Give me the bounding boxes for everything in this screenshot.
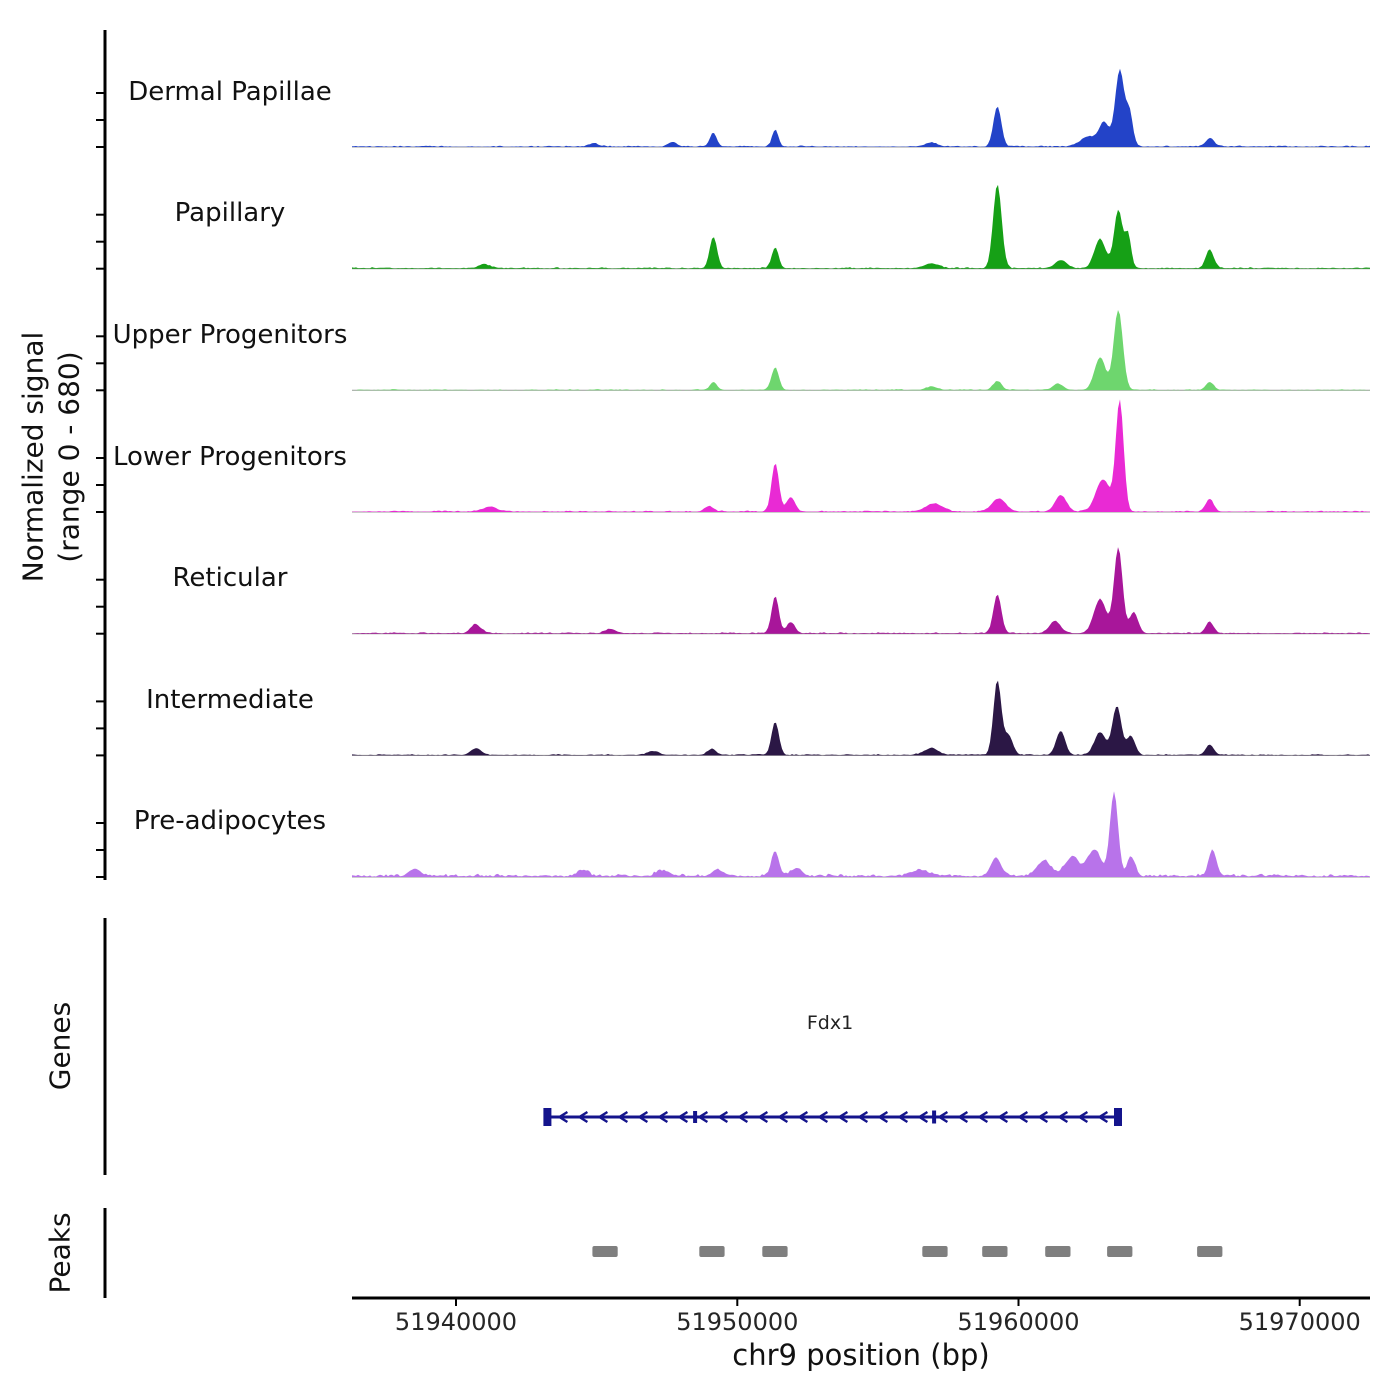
x-tick-label: 51940000	[395, 1308, 517, 1336]
gene-strand-arrow	[577, 1110, 589, 1124]
peak-region-box	[1045, 1246, 1071, 1257]
track-label-lower-progenitors: Lower Progenitors	[113, 442, 347, 472]
x-tick-label: 51970000	[1239, 1308, 1361, 1336]
signal-area-track-2	[352, 310, 1370, 391]
peak-region-box	[762, 1246, 788, 1257]
gene-strand-arrow	[857, 1110, 869, 1124]
gene-strand-arrow	[757, 1110, 769, 1124]
gene-strand-arrow	[997, 1110, 1009, 1124]
gene-name-label: Fdx1	[806, 1012, 854, 1034]
gene-strand-arrow	[1097, 1110, 1109, 1124]
gene-strand-arrow	[697, 1110, 709, 1124]
signal-area-track-1	[352, 184, 1370, 269]
gene-strand-arrow	[937, 1110, 949, 1124]
gene-exon-mark	[543, 1108, 552, 1126]
gene-strand-arrow	[977, 1110, 989, 1124]
gene-strand-arrow	[817, 1110, 829, 1124]
peaks-axis-label: Peaks	[43, 1212, 77, 1294]
track-label-reticular: Reticular	[172, 563, 288, 593]
gene-strand-arrow	[637, 1110, 649, 1124]
x-tick-label: 51960000	[957, 1308, 1079, 1336]
gene-strand-arrow	[837, 1110, 849, 1124]
signal-area-track-4	[352, 547, 1370, 634]
gene-strand-arrow	[1077, 1110, 1089, 1124]
genes-axis-label: Genes	[43, 1001, 77, 1091]
track-label-pre-adipocytes: Pre-adipocytes	[133, 806, 327, 836]
peak-region-box	[592, 1246, 618, 1257]
gene-strand-arrow	[797, 1110, 809, 1124]
signal-area-track-5	[352, 680, 1370, 756]
gene-exon-mark	[693, 1111, 698, 1123]
x-tick-label: 51950000	[676, 1308, 798, 1336]
gene-strand-arrow	[1037, 1110, 1049, 1124]
gene-exon-mark	[1114, 1108, 1122, 1126]
peak-region-box	[699, 1246, 725, 1257]
gene-strand-arrow	[897, 1110, 909, 1124]
gene-strand-arrow	[597, 1110, 609, 1124]
peak-region-box	[1107, 1246, 1133, 1257]
gene-exon-mark	[932, 1110, 937, 1124]
y-axis-label-line1: Normalized signal	[16, 331, 50, 583]
gene-strand-arrow	[717, 1110, 729, 1124]
gene-strand-arrow	[1057, 1110, 1069, 1124]
gene-strand-arrow	[617, 1110, 629, 1124]
gene-strand-arrow	[917, 1110, 929, 1124]
track-label-intermediate: Intermediate	[146, 685, 314, 715]
track-label-papillary: Papillary	[174, 198, 286, 228]
gene-strand-arrow	[557, 1110, 569, 1124]
gene-strand-arrow	[737, 1110, 749, 1124]
gene-strand-arrow	[877, 1110, 889, 1124]
gene-strand-arrow	[777, 1110, 789, 1124]
gene-strand-arrow	[657, 1110, 669, 1124]
gene-strand-arrow	[677, 1110, 689, 1124]
peak-region-box	[982, 1246, 1008, 1257]
peak-region-box	[1197, 1246, 1223, 1257]
track-label-upper-progenitors: Upper Progenitors	[112, 320, 348, 350]
x-axis-title: chr9 position (bp)	[732, 1338, 990, 1372]
track-label-dermal-papillae: Dermal Papillae	[128, 77, 332, 107]
signal-area-track-0	[352, 68, 1370, 147]
signal-area-track-3	[352, 399, 1370, 512]
peak-region-box	[922, 1246, 948, 1257]
signal-area-track-6	[352, 791, 1370, 877]
gene-strand-arrow	[1017, 1110, 1029, 1124]
gene-strand-arrow	[957, 1110, 969, 1124]
